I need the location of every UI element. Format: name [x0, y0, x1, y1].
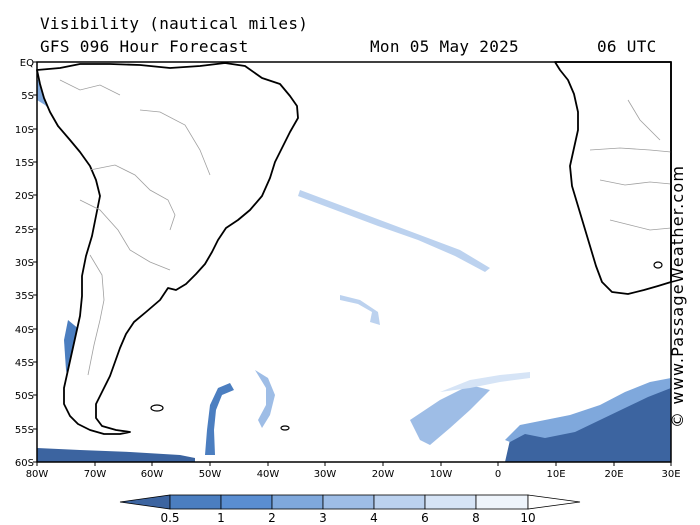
southeast-fog-fringe — [505, 378, 671, 442]
south-america-land — [36, 62, 299, 435]
colorbar-segment — [169, 494, 222, 510]
central-swirl — [340, 295, 380, 325]
islands — [150, 261, 663, 431]
south-swirl — [205, 383, 234, 455]
colorbar-label: 10 — [520, 511, 535, 525]
colorbar-arrow-low — [119, 494, 171, 510]
lon-label: 20W — [372, 469, 395, 480]
lat-label: 5S — [21, 91, 34, 102]
lon-label: 10E — [546, 469, 565, 480]
colorbar-label: 1 — [217, 511, 225, 525]
colorbar-label: 3 — [319, 511, 327, 525]
lon-label: 80W — [26, 469, 49, 480]
africa-land — [554, 61, 672, 295]
forecast-subtitle: GFS 096 Hour Forecast — [40, 37, 249, 56]
forecast-date: Mon 05 May 2025 — [370, 37, 519, 56]
lon-label: 20E — [604, 469, 623, 480]
lon-label: 60W — [141, 469, 164, 480]
colorbar-segment — [424, 494, 477, 510]
lon-labels: 80W 70W 60W 50W 40W 30W 20W 10W 0 10E 20… — [26, 469, 681, 480]
lat-label: 55S — [15, 425, 34, 436]
south-georgia — [280, 425, 290, 431]
lat-label: 30S — [15, 258, 34, 269]
lat-label: 45S — [15, 358, 34, 369]
mid-atlantic-streak — [440, 372, 530, 392]
lon-label: 40W — [257, 469, 280, 480]
colorbar-label: 2 — [268, 511, 276, 525]
lon-label: 30W — [314, 469, 337, 480]
island-east — [653, 261, 663, 269]
colorbar-label: 0.5 — [160, 511, 179, 525]
colorbar-segment — [475, 494, 529, 510]
southwest-haze — [410, 385, 490, 445]
lat-label: 60S — [15, 458, 34, 469]
lat-label: 35S — [15, 291, 34, 302]
south-swirl-light — [255, 370, 275, 428]
lat-label: EQ — [20, 58, 34, 69]
axis-ticks — [33, 61, 672, 466]
lat-label: 10S — [15, 125, 34, 136]
colorbar-label: 8 — [472, 511, 480, 525]
lon-label: 0 — [495, 469, 501, 480]
colorbar-segment — [271, 494, 324, 510]
lon-label: 10W — [430, 469, 453, 480]
lon-label: 70W — [84, 469, 107, 480]
lat-labels: EQ 5S 10S 15S 20S 25S 30S 35S 40S 45S 50… — [15, 58, 34, 469]
map-title: Visibility (nautical miles) — [40, 14, 309, 33]
falkland-islands — [150, 404, 164, 412]
central-band — [298, 190, 490, 272]
country-borders — [59, 79, 672, 376]
lon-label: 50W — [199, 469, 222, 480]
lat-label: 40S — [15, 325, 34, 336]
colorbar-segment — [220, 494, 273, 510]
lat-label: 20S — [15, 191, 34, 202]
lat-label: 15S — [15, 158, 34, 169]
lon-label: 30E — [661, 469, 680, 480]
credit-text: © www.PassageWeather.com — [668, 164, 687, 428]
colorbar-label: 6 — [421, 511, 429, 525]
colorbar-label: 4 — [370, 511, 378, 525]
lat-label: 50S — [15, 391, 34, 402]
lat-label: 25S — [15, 225, 34, 236]
colorbar-segment — [322, 494, 375, 510]
colorbar-arrow-high — [527, 494, 581, 510]
colorbar: 0.5 1 2 3 4 6 8 10 — [119, 494, 581, 525]
forecast-time: 06 UTC — [597, 37, 657, 56]
antarctic-band — [37, 448, 195, 462]
colorbar-segment — [373, 494, 426, 510]
